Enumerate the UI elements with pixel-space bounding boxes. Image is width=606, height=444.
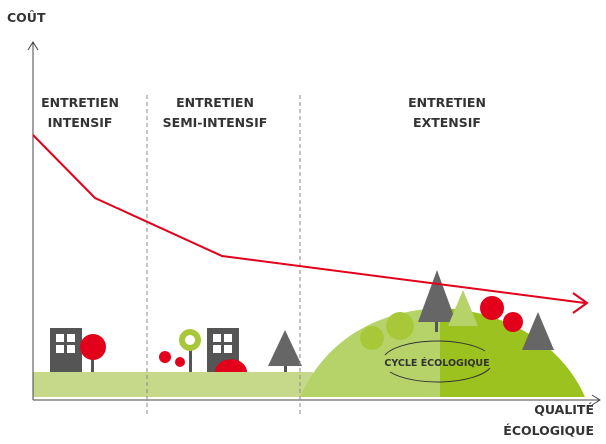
zone-label: ENTRETIEN (176, 95, 254, 110)
zone-label: INTENSIF (48, 115, 113, 130)
ground (33, 372, 313, 397)
zone-label: EXTENSIF (413, 115, 481, 130)
y-axis-label: COÛT (7, 10, 46, 25)
diagram: CYCLE ÉCOLOGIQUE COÛT QUALITÉ ÉCOLOGIQUE… (0, 0, 606, 444)
zone-label: SEMI-INTENSIF (163, 115, 268, 130)
buildings (50, 328, 239, 372)
x-axis-label: QUALITÉ (534, 402, 594, 417)
zone-label: ENTRETIEN (408, 95, 486, 110)
cost-curve (33, 135, 585, 303)
cycle-label: CYCLE ÉCOLOGIQUE (384, 357, 489, 369)
zone-labels: ENTRETIEN INTENSIF ENTRETIEN SEMI-INTENSIF E… (41, 95, 486, 130)
x-axis-label: ÉCOLOGIQUE (503, 423, 594, 438)
zone-label: ENTRETIEN (41, 95, 119, 110)
